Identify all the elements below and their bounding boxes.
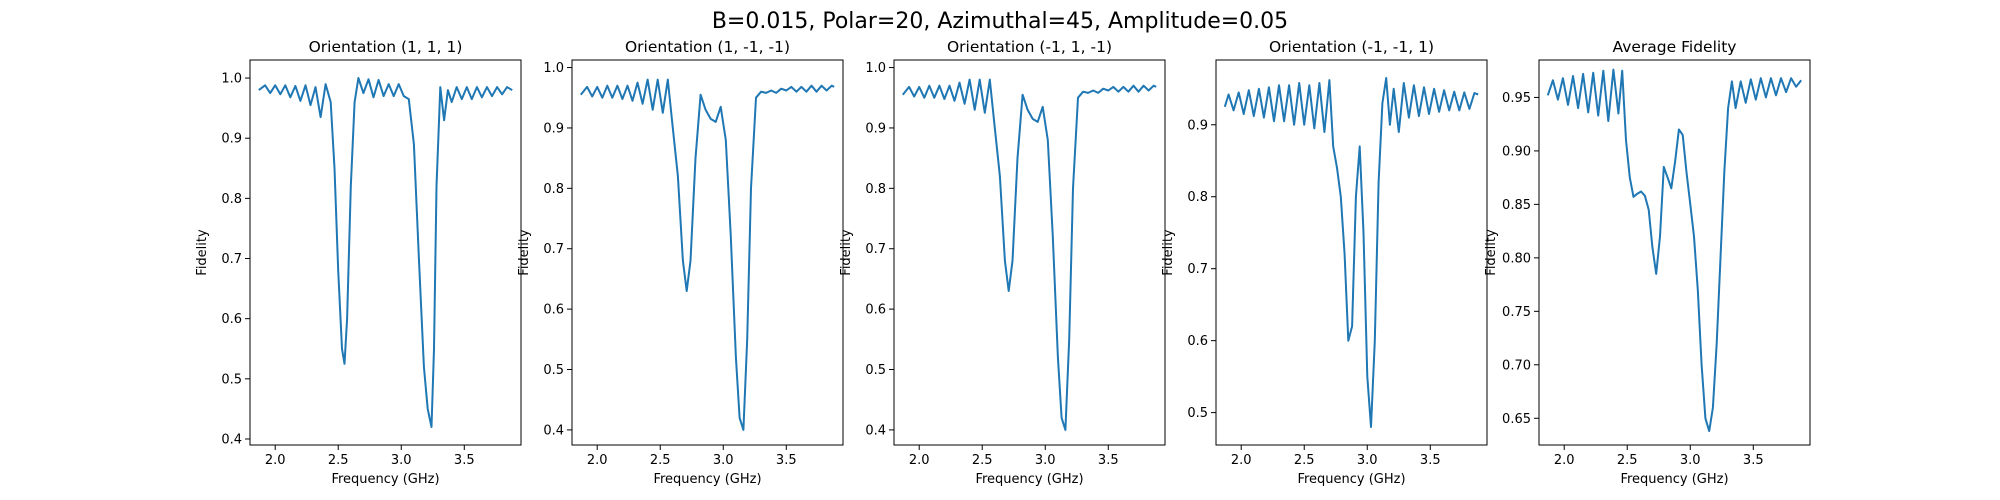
axes-frame — [249, 59, 522, 446]
x-tick-label: 2.0 — [909, 453, 930, 468]
series-line — [1546, 68, 1802, 433]
y-tick-label: 0.7 — [865, 242, 886, 257]
series-line — [1223, 77, 1479, 428]
y-tick-label: 0.8 — [543, 182, 564, 197]
y-axis-label: Fidelity — [517, 229, 532, 276]
figure-suptitle: B=0.015, Polar=20, Azimuthal=45, Amplitu… — [712, 9, 1288, 34]
subplot-5: Average Fidelity 2.0 2.5 3.0 3.5 0.65 0.70 0.75… — [1484, 38, 1811, 487]
subplot-title: Orientation (-1, 1, -1) — [947, 38, 1112, 56]
subplot-title: Average Fidelity — [1613, 38, 1737, 56]
axes-frame — [571, 59, 844, 446]
subplot-2: Orientation (1, -1, -1) 2.0 2.5 3.0 3.5 0.4 0.… — [517, 38, 844, 487]
y-tick-label: 0.4 — [865, 423, 886, 438]
y-tick-label: 0.6 — [865, 303, 886, 318]
y-tick-label: 0.9 — [1187, 118, 1208, 133]
y-tick-label: 0.7 — [221, 252, 242, 267]
x-tick-label: 3.0 — [1680, 453, 1701, 468]
x-axis-label: Frequency (GHz) — [331, 472, 439, 487]
x-tick-label: 3.5 — [1420, 453, 1441, 468]
y-axis-label: Fidelity — [195, 229, 210, 276]
y-tick-label: 0.6 — [1187, 334, 1208, 349]
y-tick-label: 0.4 — [221, 432, 242, 447]
y-tick-label: 0.9 — [543, 121, 564, 136]
subplot-1: Orientation (1, 1, 1) 2.0 2.5 3.0 3.5 0.4 0.5 0… — [195, 38, 522, 487]
y-tick-label: 0.70 — [1502, 358, 1531, 373]
subplot-title: Orientation (1, 1, 1) — [309, 38, 463, 56]
x-tick-label: 2.5 — [972, 453, 993, 468]
y-tick-label: 0.7 — [1187, 262, 1208, 277]
x-tick-label: 3.5 — [1743, 453, 1764, 468]
y-tick-label: 1.0 — [221, 72, 242, 87]
x-tick-label: 3.5 — [776, 453, 797, 468]
x-tick-label: 2.0 — [1231, 453, 1252, 468]
x-tick-label: 3.0 — [1357, 453, 1378, 468]
y-tick-label: 0.80 — [1502, 251, 1531, 266]
y-axis-label: Fidelity — [839, 229, 854, 276]
y-tick-label: 1.0 — [543, 61, 564, 76]
subplot-title: Orientation (1, -1, -1) — [625, 38, 790, 56]
x-axis-label: Frequency (GHz) — [1620, 472, 1728, 487]
y-tick-label: 0.65 — [1502, 412, 1531, 427]
y-tick-label: 0.4 — [543, 423, 564, 438]
x-tick-label: 3.5 — [1098, 453, 1119, 468]
axes-frame — [893, 59, 1166, 446]
axes-frame — [1538, 59, 1811, 446]
y-axis-label: Fidelity — [1161, 229, 1176, 276]
x-axis-label: Frequency (GHz) — [975, 472, 1083, 487]
x-axis-label: Frequency (GHz) — [1297, 472, 1405, 487]
x-tick-label: 3.0 — [713, 453, 734, 468]
y-tick-label: 0.5 — [865, 363, 886, 378]
subplot-4: Orientation (-1, -1, 1) 2.0 2.5 3.0 3.5 0.5 0.… — [1161, 38, 1488, 487]
x-axis-label: Frequency (GHz) — [653, 472, 761, 487]
y-tick-label: 0.75 — [1502, 305, 1531, 320]
y-tick-label: 0.9 — [865, 121, 886, 136]
series-line — [902, 78, 1157, 431]
y-tick-label: 0.5 — [1187, 406, 1208, 421]
y-tick-label: 0.6 — [221, 312, 242, 327]
x-tick-label: 3.0 — [1035, 453, 1056, 468]
x-tick-label: 2.5 — [1617, 453, 1638, 468]
axes-frame — [1215, 59, 1488, 446]
x-tick-label: 2.0 — [1554, 453, 1575, 468]
x-tick-label: 2.0 — [587, 453, 608, 468]
subplot-title: Orientation (-1, -1, 1) — [1269, 38, 1434, 56]
y-axis-label: Fidelity — [1484, 229, 1499, 276]
y-tick-label: 0.90 — [1502, 144, 1531, 159]
y-tick-label: 0.9 — [221, 132, 242, 147]
y-tick-label: 0.7 — [543, 242, 564, 257]
x-tick-label: 3.5 — [454, 453, 475, 468]
x-tick-label: 2.5 — [650, 453, 671, 468]
x-tick-label: 2.5 — [1294, 453, 1315, 468]
x-tick-label: 2.0 — [265, 453, 286, 468]
y-tick-label: 0.8 — [865, 182, 886, 197]
y-tick-label: 1.0 — [865, 61, 886, 76]
y-tick-label: 0.6 — [543, 303, 564, 318]
series-line — [258, 77, 513, 428]
x-tick-label: 3.0 — [391, 453, 412, 468]
y-tick-label: 0.85 — [1502, 198, 1531, 213]
x-tick-label: 2.5 — [328, 453, 349, 468]
subplot-3: Orientation (-1, 1, -1) 2.0 2.5 3.0 3.5 0.4 0.… — [839, 38, 1166, 487]
y-tick-label: 0.8 — [221, 192, 242, 207]
y-tick-label: 0.95 — [1502, 91, 1531, 106]
y-tick-label: 0.5 — [543, 363, 564, 378]
series-line — [580, 78, 835, 431]
y-tick-label: 0.5 — [221, 372, 242, 387]
y-tick-label: 0.8 — [1187, 190, 1208, 205]
